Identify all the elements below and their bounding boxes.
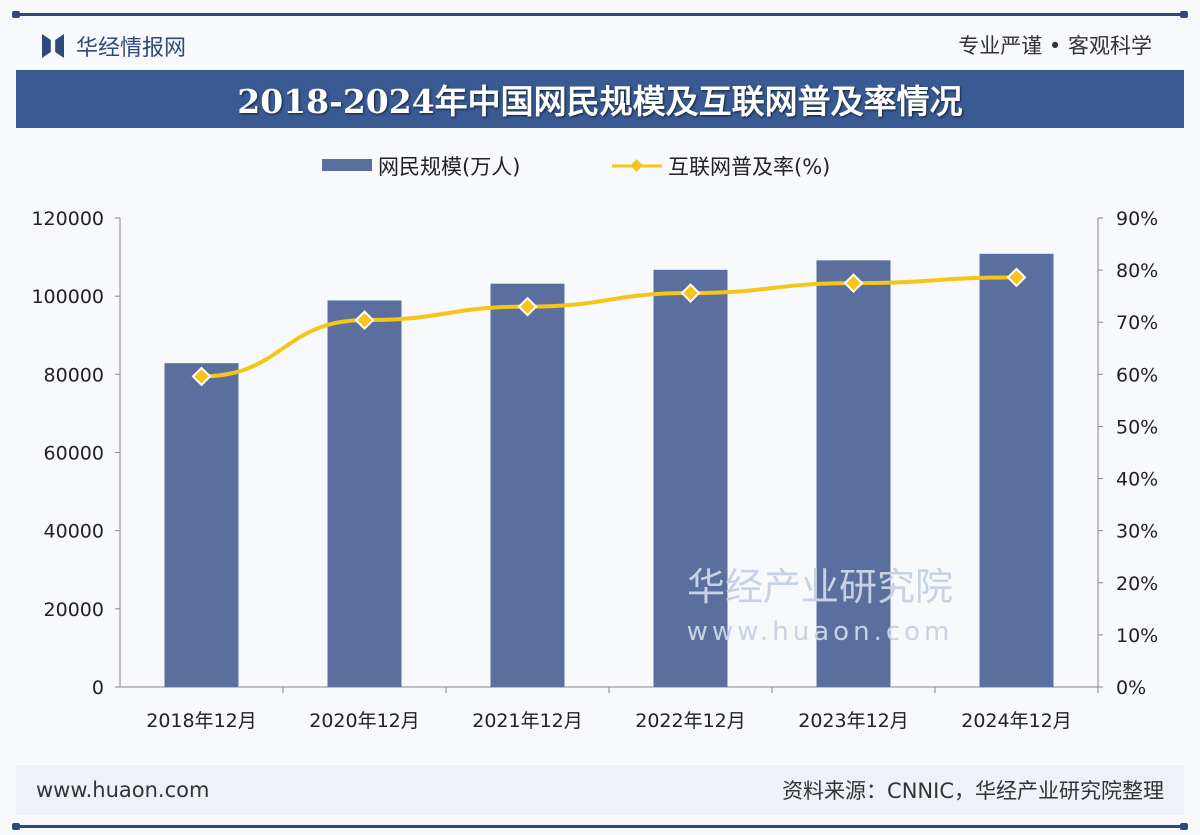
x-tick-label: 2021年12月 bbox=[472, 710, 583, 732]
y-right-tick-label: 0% bbox=[1116, 677, 1146, 699]
y-left-tick-label: 20000 bbox=[44, 599, 104, 621]
bar bbox=[979, 253, 1054, 687]
y-left-tick-label: 100000 bbox=[31, 286, 104, 308]
legend-line-marker bbox=[630, 159, 643, 172]
y-left-tick-label: 0 bbox=[92, 677, 104, 699]
y-right-tick-label: 80% bbox=[1116, 260, 1158, 282]
y-left-tick-label: 40000 bbox=[44, 521, 104, 543]
y-left-tick-label: 60000 bbox=[44, 443, 104, 465]
chart-title: 2018-2024年中国网民规模及互联网普及率情况 bbox=[16, 70, 1184, 128]
y-right-tick-label: 10% bbox=[1116, 625, 1158, 647]
footer-website[interactable]: www.huaon.com bbox=[36, 778, 210, 802]
legend-bar-label: 网民规模(万人) bbox=[378, 155, 520, 179]
x-tick-label: 2023年12月 bbox=[798, 710, 909, 732]
bar bbox=[490, 283, 565, 687]
y-right-tick-label: 20% bbox=[1116, 573, 1158, 595]
rate-point bbox=[191, 366, 212, 387]
footer-source: 资料来源：CNNIC，华经产业研究院整理 bbox=[782, 779, 1164, 803]
rate-line bbox=[201, 275, 1017, 379]
motto: 专业严谨 • 客观科学 bbox=[958, 34, 1152, 58]
y-left-tick-label: 80000 bbox=[44, 364, 104, 386]
rate-point bbox=[354, 310, 375, 331]
bottom-rule bbox=[12, 823, 1188, 830]
brand-name: 华经情报网 bbox=[76, 36, 187, 61]
y-right-tick-label: 70% bbox=[1116, 312, 1158, 334]
top-rule bbox=[12, 11, 1188, 18]
rate-point bbox=[680, 283, 701, 303]
bar bbox=[653, 269, 728, 687]
y-right-tick-label: 50% bbox=[1116, 416, 1158, 438]
rate-point bbox=[517, 296, 538, 317]
bar bbox=[816, 260, 891, 687]
bar bbox=[164, 363, 239, 687]
y-right-tick-label: 60% bbox=[1116, 364, 1158, 386]
footer: www.huaon.com 资料来源：CNNIC，华经产业研究院整理 bbox=[16, 765, 1184, 815]
watermark-url: www.huaon.com bbox=[687, 617, 954, 647]
brand: 华经情报网 bbox=[42, 30, 186, 62]
x-tick-label: 2020年12月 bbox=[309, 710, 420, 732]
legend: 网民规模(万人) 互联网普及率(%) bbox=[322, 155, 830, 179]
x-tick-label: 2022年12月 bbox=[635, 710, 746, 732]
legend-bar-swatch bbox=[322, 159, 372, 171]
legend-line-label: 互联网普及率(%) bbox=[668, 155, 830, 179]
y-right-tick-label: 40% bbox=[1116, 469, 1158, 491]
x-tick-label: 2024年12月 bbox=[961, 710, 1072, 732]
rate-point bbox=[843, 273, 864, 294]
watermark-name: 华经产业研究院 bbox=[687, 565, 953, 609]
y-right-tick-label: 90% bbox=[1116, 208, 1158, 230]
y-left-tick-label: 120000 bbox=[31, 208, 104, 230]
rate-point bbox=[1006, 267, 1027, 288]
y-right-tick-label: 30% bbox=[1116, 521, 1158, 543]
x-tick-label: 2018年12月 bbox=[146, 710, 257, 732]
bar bbox=[327, 300, 402, 687]
